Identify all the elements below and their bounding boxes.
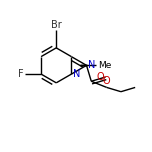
Text: Me: Me <box>98 61 111 70</box>
Text: O: O <box>96 72 104 82</box>
Text: N: N <box>73 69 80 79</box>
Text: O: O <box>103 76 111 86</box>
Text: Br: Br <box>51 20 62 30</box>
Text: N: N <box>88 60 95 70</box>
Text: F: F <box>18 69 24 79</box>
